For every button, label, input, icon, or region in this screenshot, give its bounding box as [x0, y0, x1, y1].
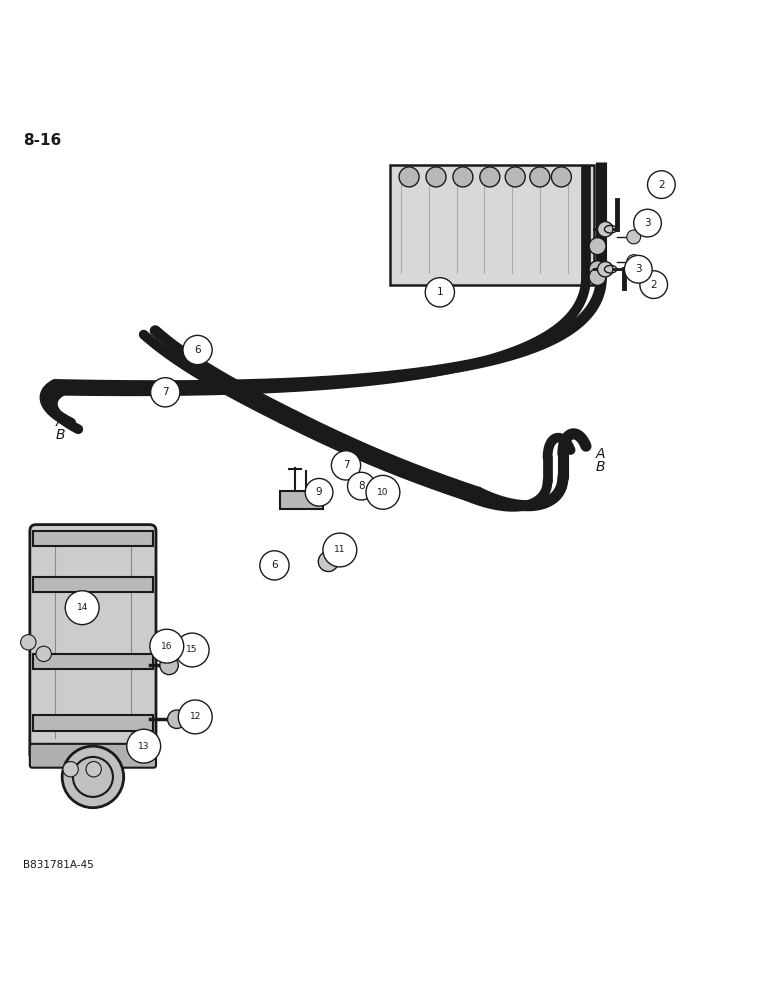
FancyBboxPatch shape: [33, 715, 153, 731]
Circle shape: [634, 209, 662, 237]
Text: 3: 3: [635, 264, 642, 274]
FancyBboxPatch shape: [33, 531, 153, 546]
Text: 6: 6: [271, 560, 278, 570]
Circle shape: [551, 167, 571, 187]
Circle shape: [505, 167, 525, 187]
Text: 8: 8: [358, 481, 364, 491]
Text: 2: 2: [650, 280, 657, 290]
Text: 10: 10: [378, 488, 388, 497]
Circle shape: [323, 533, 357, 567]
FancyBboxPatch shape: [33, 577, 153, 592]
Text: 8-16: 8-16: [23, 133, 61, 148]
Circle shape: [366, 475, 400, 509]
Circle shape: [150, 629, 184, 663]
Text: 11: 11: [334, 545, 346, 554]
Circle shape: [453, 167, 473, 187]
Circle shape: [63, 746, 124, 808]
Circle shape: [589, 238, 606, 255]
Text: A: A: [56, 415, 65, 429]
FancyBboxPatch shape: [390, 165, 594, 285]
Circle shape: [598, 262, 613, 277]
Text: 1: 1: [436, 287, 443, 297]
Circle shape: [625, 255, 652, 283]
Text: B831781A-45: B831781A-45: [23, 860, 93, 870]
Circle shape: [63, 762, 78, 777]
Circle shape: [36, 646, 52, 662]
Circle shape: [183, 335, 212, 365]
Circle shape: [175, 633, 209, 667]
FancyBboxPatch shape: [33, 654, 153, 669]
Circle shape: [399, 167, 419, 187]
FancyBboxPatch shape: [30, 525, 156, 760]
Circle shape: [305, 478, 333, 506]
Circle shape: [648, 171, 676, 198]
Text: 13: 13: [138, 742, 150, 751]
Text: 9: 9: [316, 487, 323, 497]
Circle shape: [530, 167, 550, 187]
Circle shape: [640, 271, 668, 298]
Text: 15: 15: [186, 645, 198, 654]
Circle shape: [589, 261, 606, 278]
Circle shape: [160, 656, 178, 675]
Circle shape: [426, 167, 446, 187]
Circle shape: [151, 378, 180, 407]
Text: 6: 6: [195, 345, 201, 355]
Text: 2: 2: [658, 180, 665, 190]
Text: 7: 7: [343, 460, 349, 470]
Circle shape: [589, 268, 606, 285]
FancyBboxPatch shape: [279, 491, 323, 509]
Text: 7: 7: [162, 387, 168, 397]
Circle shape: [480, 167, 499, 187]
Text: B: B: [596, 460, 605, 474]
Circle shape: [21, 635, 36, 650]
FancyBboxPatch shape: [30, 744, 156, 768]
Text: 3: 3: [644, 218, 651, 228]
Circle shape: [331, 451, 361, 480]
Circle shape: [178, 700, 212, 734]
Circle shape: [347, 472, 375, 500]
Circle shape: [86, 762, 101, 777]
Circle shape: [318, 552, 338, 572]
Circle shape: [627, 255, 641, 268]
Text: A: A: [596, 447, 605, 461]
Text: 16: 16: [161, 642, 172, 651]
Circle shape: [66, 591, 99, 625]
Circle shape: [127, 729, 161, 763]
Circle shape: [168, 710, 186, 728]
Circle shape: [425, 278, 455, 307]
Circle shape: [260, 551, 289, 580]
Text: 14: 14: [76, 603, 88, 612]
Text: B: B: [56, 428, 65, 442]
Text: 12: 12: [190, 712, 201, 721]
Circle shape: [627, 230, 641, 244]
Circle shape: [598, 222, 613, 237]
